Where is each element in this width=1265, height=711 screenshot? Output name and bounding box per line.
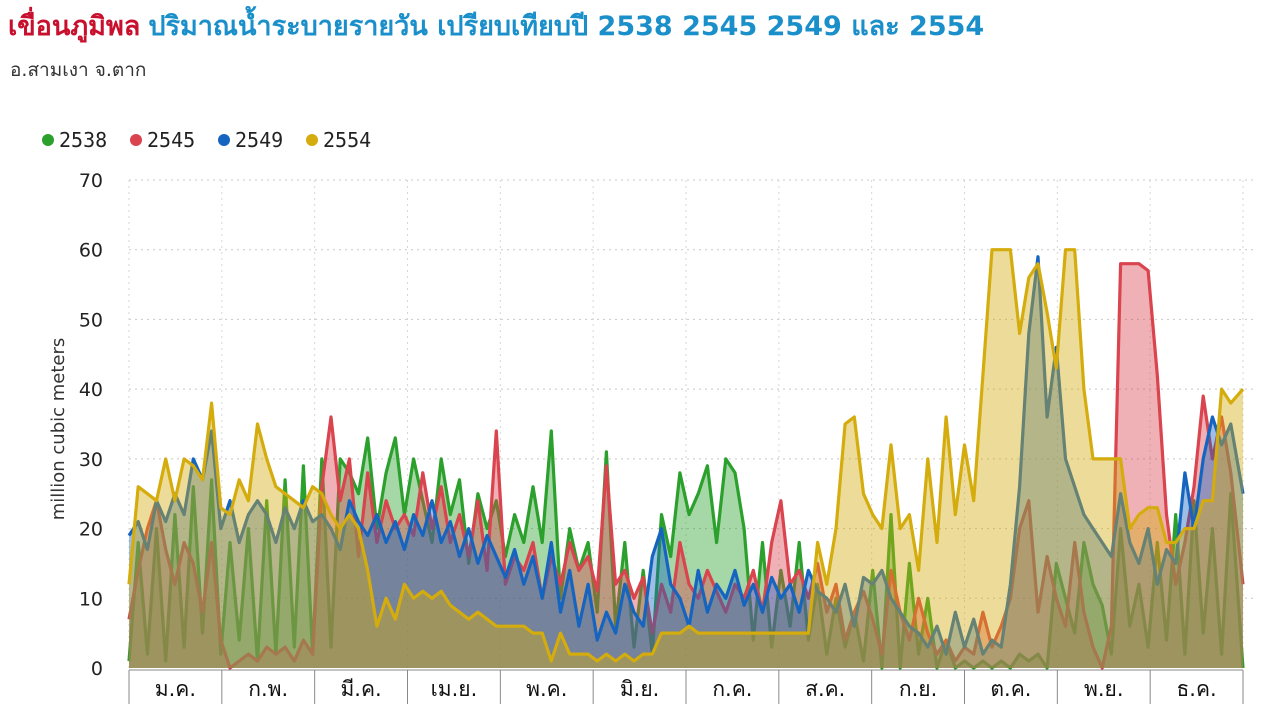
x-tick-label: พ.ค. — [526, 677, 567, 701]
chart-title-dam-name: เขื่อนภูมิพล — [8, 11, 141, 42]
y-tick-label: 60 — [79, 240, 103, 262]
legend-marker-2545 — [130, 134, 142, 146]
series-area-2545 — [129, 263, 1243, 668]
series-line-2554 — [127, 248, 1245, 663]
legend-marker-2538 — [42, 134, 54, 146]
x-tick-label: ธ.ค. — [1176, 677, 1216, 701]
x-tick-label: พ.ย. — [1084, 677, 1124, 701]
legend-marker-2549 — [218, 134, 230, 146]
series-line-2545 — [127, 262, 1245, 670]
legend-label-2545: 2545 — [147, 128, 195, 152]
x-tick-label: ม.ค. — [155, 677, 196, 701]
y-tick-label: 0 — [91, 658, 103, 680]
legend-label-2538: 2538 — [59, 128, 107, 152]
legend-label-2554: 2554 — [323, 128, 371, 152]
series-area-2538 — [129, 431, 1243, 668]
x-tick-label: ส.ค. — [805, 677, 845, 701]
y-tick-label: 70 — [79, 170, 103, 192]
legend-marker-2554 — [306, 134, 318, 146]
legend-label-2549: 2549 — [235, 128, 283, 152]
x-tick-label: ก.พ. — [248, 677, 288, 701]
x-tick-label: ก.ค. — [712, 677, 752, 701]
x-tick-label: ต.ค. — [990, 677, 1031, 701]
x-tick-label: เม.ย. — [431, 677, 478, 701]
y-axis-label: million cubic meters — [48, 338, 69, 521]
y-tick-label: 40 — [79, 379, 103, 401]
chart-title: เขื่อนภูมิพล ปริมาณน้ำระบายรายวัน เปรียบเ… — [8, 10, 984, 44]
x-tick-label: มี.ค. — [340, 677, 381, 701]
chart-subtitle: อ.สามเงา จ.ตาก — [10, 59, 147, 81]
chart-title-description: ปริมาณน้ำระบายรายวัน เปรียบเทียบปี 2538 … — [148, 11, 985, 42]
series-area-2549 — [129, 256, 1243, 668]
y-tick-label: 50 — [79, 309, 103, 331]
series-area-2554 — [129, 249, 1243, 668]
x-tick-label: ก.ย. — [899, 677, 937, 701]
x-tick-label: มิ.ย. — [620, 677, 660, 701]
y-tick-label: 30 — [79, 449, 103, 471]
y-tick-label: 10 — [79, 588, 103, 610]
y-tick-label: 20 — [79, 519, 103, 541]
